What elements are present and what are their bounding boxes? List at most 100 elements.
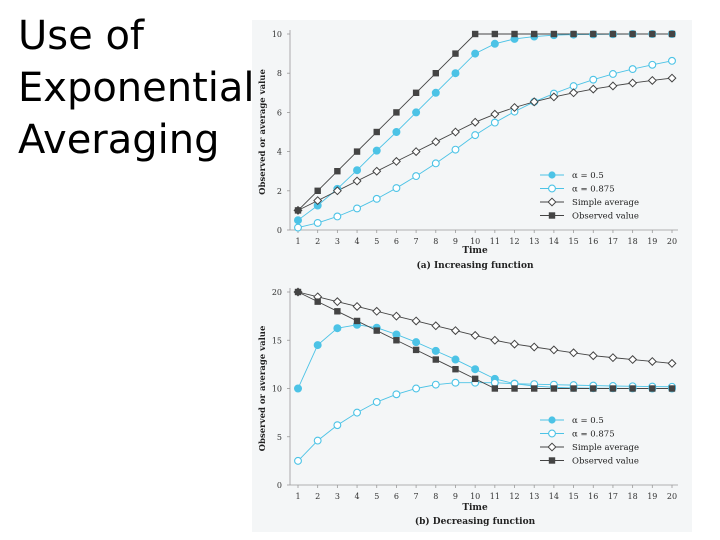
chart-2-xtick-label-3: 3 bbox=[335, 492, 340, 501]
chart-1-series-4-point-5 bbox=[373, 128, 380, 136]
slide-title-line-1: Use of bbox=[18, 13, 144, 59]
chart-1-series-2-point-4 bbox=[353, 204, 362, 213]
chart-1-series-1-point-9 bbox=[451, 69, 460, 78]
chart-2-series-4-point-1 bbox=[294, 288, 302, 296]
chart-1-series-4-point-1 bbox=[294, 207, 302, 214]
chart-1-series-4-point-9 bbox=[452, 50, 459, 57]
chart-2-series-4-point-12 bbox=[511, 385, 518, 392]
chart-1-caption: (a) Increasing function bbox=[416, 260, 533, 271]
chart-1-xtick-label-13: 13 bbox=[529, 237, 539, 246]
chart-1-series-4-line bbox=[297, 33, 672, 211]
chart-2-ytick-label-2: 5 bbox=[277, 433, 282, 442]
chart-2-series-4-point-20 bbox=[668, 385, 676, 392]
chart-2-ytick-label-5: 20 bbox=[272, 288, 282, 297]
chart-1-legend-marker-2 bbox=[548, 184, 556, 193]
chart-1-series-3-point-19 bbox=[647, 75, 657, 85]
chart-2-series-2-point-8 bbox=[431, 380, 440, 389]
chart-1-xtick-label-20: 20 bbox=[667, 237, 677, 246]
chart-2-series-1-point-3 bbox=[333, 324, 342, 333]
chart-1-series-1-point-8 bbox=[431, 88, 440, 97]
chart-1-xtick-label-16: 16 bbox=[588, 237, 598, 246]
chart-2-legend-label-2: α = 0.875 bbox=[572, 430, 615, 440]
chart-2-series-2-point-1 bbox=[294, 456, 302, 465]
chart-1-series-4-point-2 bbox=[314, 187, 321, 194]
chart-1-series-2-point-11 bbox=[490, 118, 499, 127]
chart-2-legend-marker-1 bbox=[548, 416, 556, 424]
chart-2-series-1-point-9 bbox=[451, 355, 460, 364]
chart-1-xtick-label-15: 15 bbox=[568, 237, 578, 246]
chart-1-series-4-point-16 bbox=[590, 30, 597, 38]
chart-2-xtick-label-18: 18 bbox=[628, 492, 638, 501]
chart-2-series-4-point-3 bbox=[334, 308, 341, 315]
chart-2-series-3-point-15 bbox=[569, 348, 579, 358]
chart-1-legend-label-2: α = 0.875 bbox=[572, 185, 615, 195]
chart-1-series-3-point-4 bbox=[352, 176, 362, 186]
chart-1-series-4-point-17 bbox=[609, 30, 617, 38]
chart-2-xtick-label-16: 16 bbox=[588, 492, 598, 501]
chart-2-series-2-point-4 bbox=[353, 408, 362, 417]
chart-1-series-3-point-2 bbox=[313, 196, 323, 206]
chart-1-xtick-label-8: 8 bbox=[433, 237, 438, 246]
chart-2-ytick-label-4: 15 bbox=[272, 336, 282, 345]
chart-2-series-1-point-7 bbox=[412, 338, 421, 347]
chart-2-series-2-point-3 bbox=[333, 421, 342, 430]
chart-2-series-1-point-8 bbox=[431, 346, 440, 355]
chart-1-series-3-point-11 bbox=[490, 109, 500, 119]
chart-2-series-3-point-4 bbox=[352, 301, 362, 311]
chart-1-series-3-point-20 bbox=[667, 73, 677, 83]
chart-1-series-4-point-3 bbox=[334, 168, 341, 175]
chart-2-xtick-label-15: 15 bbox=[568, 492, 578, 501]
chart-2-xtick-label-11: 11 bbox=[490, 492, 500, 501]
chart-1-ytick-label-2: 2 bbox=[277, 187, 282, 196]
chart-1-series-3-point-13 bbox=[529, 97, 539, 107]
chart-2-x-axis-label: Time bbox=[462, 503, 488, 513]
chart-2-series-4-point-17 bbox=[609, 385, 617, 392]
chart-2-xtick-label-17: 17 bbox=[608, 492, 618, 501]
chart-1-series-4-point-7 bbox=[412, 89, 420, 96]
chart-2-series-3-point-13 bbox=[529, 342, 539, 352]
chart-1-series-1-point-5 bbox=[372, 146, 381, 155]
chart-1-series-4-point-11 bbox=[491, 30, 499, 38]
chart-1-series-2-point-7 bbox=[412, 172, 421, 181]
chart-2-xtick-label-9: 9 bbox=[453, 492, 458, 501]
chart-1-series-4-point-19 bbox=[649, 30, 656, 38]
chart-2-series-4-point-15 bbox=[570, 385, 577, 392]
chart-2-series-3-point-8 bbox=[431, 321, 441, 331]
chart-2-series-3-point-18 bbox=[628, 355, 638, 365]
chart-2-xtick-label-19: 19 bbox=[647, 492, 657, 501]
slide-title-line-2: Exponential bbox=[18, 65, 255, 111]
chart-2-series-1-point-2 bbox=[313, 341, 322, 350]
chart-1-series-1-point-1 bbox=[294, 216, 303, 225]
chart-1-series-1-point-6 bbox=[392, 128, 401, 137]
chart-2-series-4-point-10 bbox=[471, 375, 479, 383]
chart-2-series-3-point-14 bbox=[549, 345, 559, 355]
chart-1-series-1-point-7 bbox=[412, 108, 421, 117]
chart-1-series-3-point-14 bbox=[549, 92, 559, 102]
chart-1-xtick-label-17: 17 bbox=[608, 237, 618, 246]
chart-2-series-3-point-5 bbox=[372, 306, 382, 316]
chart-2-series-2-point-7 bbox=[412, 384, 421, 393]
chart-1-series-4-point-8 bbox=[432, 70, 439, 77]
chart-2-series-3-point-10 bbox=[470, 330, 480, 340]
chart-1-series-3-point-7 bbox=[411, 147, 421, 157]
chart-1-series-3-point-9 bbox=[450, 127, 460, 137]
chart-2-xtick-label-20: 20 bbox=[667, 492, 677, 501]
chart-2-series-2-point-5 bbox=[372, 398, 381, 406]
chart-2-series-4-point-16 bbox=[590, 385, 597, 392]
chart-2-legend-label-1: α = 0.5 bbox=[572, 416, 604, 426]
chart-1-xtick-label-19: 19 bbox=[647, 237, 657, 246]
chart-1-xtick-label-14: 14 bbox=[549, 237, 559, 246]
chart-2-ytick-label-3: 10 bbox=[272, 385, 282, 394]
chart-1-xtick-label-11: 11 bbox=[490, 237, 500, 246]
chart-2-series-2-point-2 bbox=[313, 436, 322, 445]
chart-2-xtick-label-2: 2 bbox=[315, 492, 320, 501]
chart-1-xtick-label-18: 18 bbox=[628, 237, 638, 246]
chart-2-xtick-label-12: 12 bbox=[509, 492, 519, 501]
chart-1-ytick-label-1: 0 bbox=[277, 226, 282, 235]
slide-title-line-3: Averaging bbox=[18, 117, 220, 163]
chart-1-series-3-point-10 bbox=[470, 117, 480, 127]
chart-1-series-4-point-14 bbox=[550, 30, 558, 38]
chart-1-series-3-point-6 bbox=[391, 156, 401, 166]
chart-2-series-3-point-20 bbox=[667, 358, 677, 368]
